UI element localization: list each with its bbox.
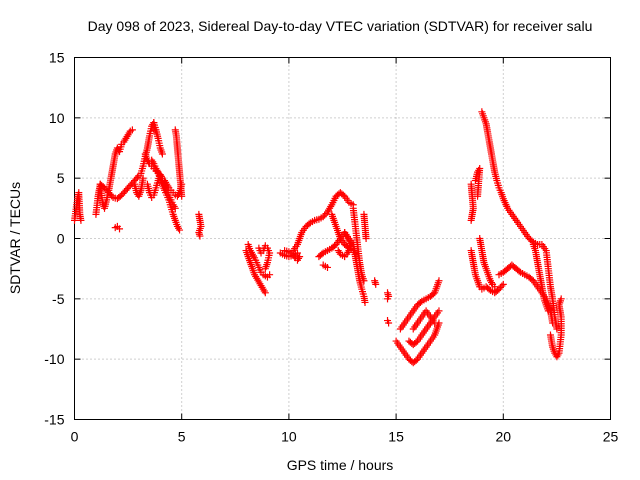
data-point bbox=[362, 235, 370, 242]
data-point bbox=[385, 319, 393, 327]
data-point bbox=[344, 243, 352, 251]
x-tick-label: 20 bbox=[496, 429, 512, 445]
data-point bbox=[435, 277, 443, 285]
data-point bbox=[416, 298, 424, 306]
data-point bbox=[133, 173, 141, 181]
data-point bbox=[296, 253, 304, 261]
data-point bbox=[485, 285, 493, 293]
data-point bbox=[196, 232, 204, 240]
data-point bbox=[498, 282, 506, 290]
y-tick-label: -5 bbox=[52, 291, 65, 307]
data-point bbox=[323, 263, 331, 271]
data-point bbox=[158, 150, 166, 158]
data-point bbox=[360, 277, 368, 285]
data-point bbox=[431, 319, 439, 327]
data-point bbox=[293, 249, 301, 257]
data-point bbox=[361, 298, 369, 306]
y-axis-label: SDTVAR / TECUs bbox=[7, 182, 23, 294]
data-point bbox=[171, 204, 179, 212]
x-axis-label: GPS time / hours bbox=[287, 457, 394, 473]
data-point bbox=[108, 192, 116, 200]
chart-title: Day 098 of 2023, Sidereal Day-to-day VTE… bbox=[88, 18, 593, 34]
x-tick-label: 15 bbox=[388, 429, 404, 445]
y-tick-label: 5 bbox=[57, 170, 65, 186]
y-tick-label: -10 bbox=[44, 351, 64, 367]
data-point bbox=[128, 126, 136, 134]
x-tick-label: 10 bbox=[281, 429, 297, 445]
data-point bbox=[261, 289, 269, 297]
data-point bbox=[261, 265, 269, 273]
y-tick-label: 10 bbox=[49, 110, 65, 126]
y-tick-label: -15 bbox=[44, 412, 64, 428]
y-tick-label: 0 bbox=[57, 231, 65, 247]
x-tick-label: 0 bbox=[71, 429, 79, 445]
data-point bbox=[178, 192, 186, 200]
axis-tick-labels: 0 5 10 15 20 25 -15 -10 -5 0 5 10 15 bbox=[44, 50, 618, 445]
data-point bbox=[139, 174, 147, 182]
x-tick-label: 25 bbox=[603, 429, 619, 445]
data-point bbox=[549, 319, 557, 327]
data-point bbox=[553, 325, 561, 333]
data-point bbox=[372, 280, 380, 288]
data-point bbox=[474, 192, 482, 200]
data-point bbox=[318, 250, 326, 258]
data-point bbox=[116, 225, 124, 233]
data-point bbox=[176, 226, 184, 234]
x-tick-label: 5 bbox=[178, 429, 186, 445]
data-point bbox=[467, 216, 475, 224]
data-point bbox=[305, 220, 313, 228]
data-point bbox=[557, 295, 565, 303]
data-point bbox=[515, 267, 523, 275]
y-tick-label: 15 bbox=[49, 50, 65, 66]
data-points bbox=[71, 108, 565, 367]
data-point bbox=[77, 216, 85, 224]
axis-ticks bbox=[74, 57, 611, 420]
data-point bbox=[384, 295, 392, 303]
data-point bbox=[491, 283, 499, 291]
data-point bbox=[528, 237, 536, 245]
data-point bbox=[499, 280, 507, 288]
data-point bbox=[266, 271, 274, 279]
data-point bbox=[435, 307, 443, 315]
data-point bbox=[544, 307, 552, 315]
